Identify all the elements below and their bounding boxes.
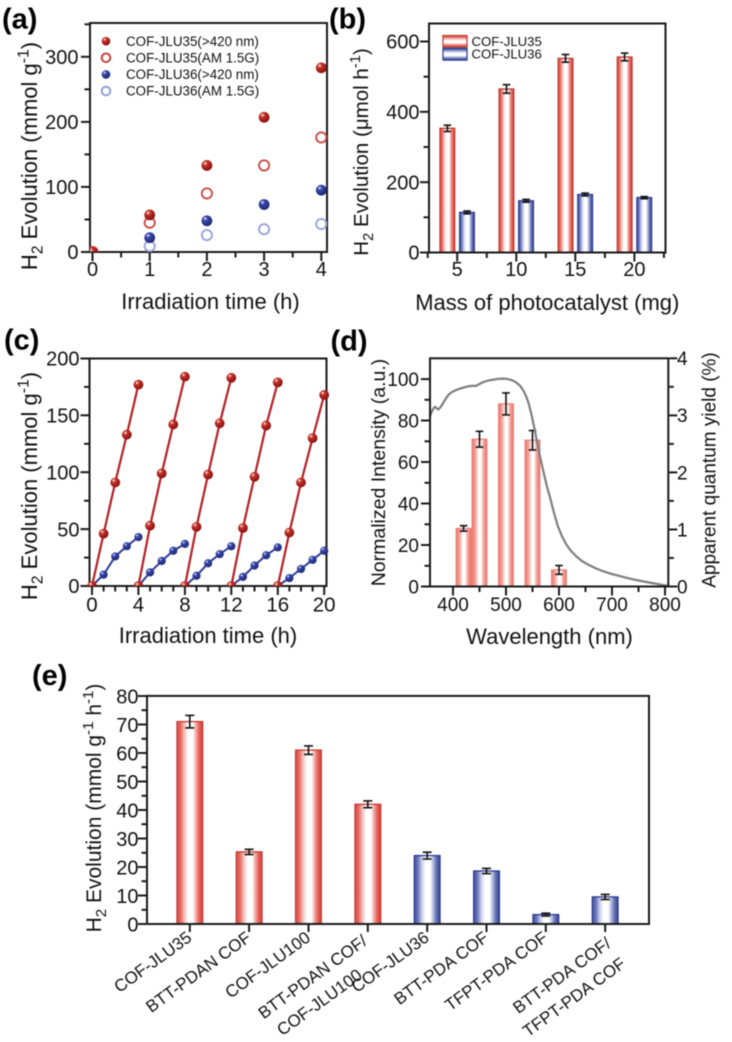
svg-text:700: 700: [596, 595, 628, 616]
svg-text:20: 20: [623, 259, 645, 281]
svg-text:H2 Evolution (mmol g-1 h-1): H2 Evolution (mmol g-1 h-1): [80, 684, 110, 933]
svg-text:30: 30: [116, 829, 138, 851]
svg-text:40: 40: [398, 494, 419, 515]
svg-text:1: 1: [677, 520, 688, 541]
svg-text:3: 3: [259, 259, 270, 281]
svg-text:(e): (e): [32, 660, 67, 692]
svg-text:12: 12: [220, 593, 243, 616]
svg-text:Normalized Intensity (a.u.): Normalized Intensity (a.u.): [368, 359, 390, 587]
svg-text:Wavelength (nm): Wavelength (nm): [466, 624, 633, 649]
svg-text:150: 150: [46, 406, 79, 428]
svg-text:500: 500: [490, 595, 522, 616]
svg-text:200: 200: [45, 112, 78, 134]
svg-text:100: 100: [45, 177, 78, 199]
svg-text:COF-JLU36(AM 1.5G): COF-JLU36(AM 1.5G): [126, 84, 259, 99]
svg-text:4: 4: [133, 593, 144, 616]
svg-text:COF-JLU36: COF-JLU36: [472, 47, 542, 62]
svg-text:COF-JLU35(AM 1.5G): COF-JLU35(AM 1.5G): [126, 51, 259, 66]
svg-text:COF-JLU35(>420 nm): COF-JLU35(>420 nm): [126, 34, 259, 49]
svg-text:0: 0: [86, 593, 97, 616]
svg-text:600: 600: [386, 32, 419, 54]
svg-text:0: 0: [677, 577, 688, 598]
svg-text:2: 2: [677, 463, 688, 484]
svg-text:80: 80: [116, 686, 138, 708]
svg-text:H2 Evolution (mmol g-1): H2 Evolution (mmol g-1): [16, 372, 47, 600]
svg-text:Irradiation time (h): Irradiation time (h): [121, 289, 300, 314]
svg-text:Irradiation time (h): Irradiation time (h): [119, 623, 298, 648]
svg-text:100: 100: [387, 370, 419, 391]
svg-text:16: 16: [266, 593, 289, 616]
svg-text:800: 800: [649, 595, 681, 616]
svg-text:8: 8: [179, 593, 190, 616]
svg-text:(a): (a): [2, 4, 37, 36]
svg-text:300: 300: [45, 47, 78, 69]
svg-text:60: 60: [116, 743, 138, 765]
svg-text:40: 40: [116, 800, 138, 822]
svg-text:0: 0: [408, 243, 419, 265]
svg-text:1: 1: [144, 259, 155, 281]
svg-text:200: 200: [46, 349, 79, 371]
svg-text:4: 4: [677, 349, 688, 370]
svg-text:0: 0: [68, 576, 79, 598]
svg-text:20: 20: [313, 593, 336, 616]
svg-text:Apparent quantum yield (%): Apparent quantum yield (%): [700, 352, 721, 588]
svg-text:(d): (d): [331, 326, 368, 358]
svg-text:400: 400: [386, 102, 419, 124]
svg-text:COF-JLU35: COF-JLU35: [472, 34, 542, 49]
svg-text:2: 2: [201, 259, 212, 281]
svg-text:BTT-PDAN COF: BTT-PDAN COF: [142, 928, 254, 1017]
svg-text:3: 3: [677, 406, 688, 427]
svg-text:0: 0: [67, 242, 78, 264]
svg-text:0: 0: [127, 914, 138, 936]
svg-text:20: 20: [398, 536, 419, 557]
svg-text:100: 100: [46, 462, 79, 484]
svg-text:COF-JLU36(>420 nm): COF-JLU36(>420 nm): [126, 67, 259, 82]
svg-text:15: 15: [564, 259, 586, 281]
svg-text:5: 5: [452, 259, 463, 281]
svg-text:H2 Evolution (mmol g-1): H2 Evolution (mmol g-1): [16, 42, 47, 270]
svg-text:(b): (b): [329, 4, 366, 36]
svg-text:10: 10: [116, 886, 138, 908]
svg-text:50: 50: [116, 772, 138, 794]
svg-text:H2 Evolution (μmol h-1): H2 Evolution (μmol h-1): [348, 48, 377, 256]
svg-text:4: 4: [316, 259, 327, 281]
svg-text:10: 10: [505, 259, 527, 281]
svg-text:70: 70: [116, 715, 138, 737]
svg-text:600: 600: [543, 595, 575, 616]
svg-text:0: 0: [408, 577, 419, 598]
svg-text:200: 200: [386, 172, 419, 194]
svg-text:Mass of photocatalyst (mg): Mass of photocatalyst (mg): [415, 290, 679, 315]
svg-text:80: 80: [398, 411, 419, 432]
svg-text:(c): (c): [4, 325, 39, 357]
svg-text:60: 60: [398, 453, 419, 474]
svg-text:400: 400: [437, 595, 469, 616]
svg-text:50: 50: [57, 519, 79, 541]
svg-text:0: 0: [87, 259, 98, 281]
svg-text:20: 20: [116, 857, 138, 879]
